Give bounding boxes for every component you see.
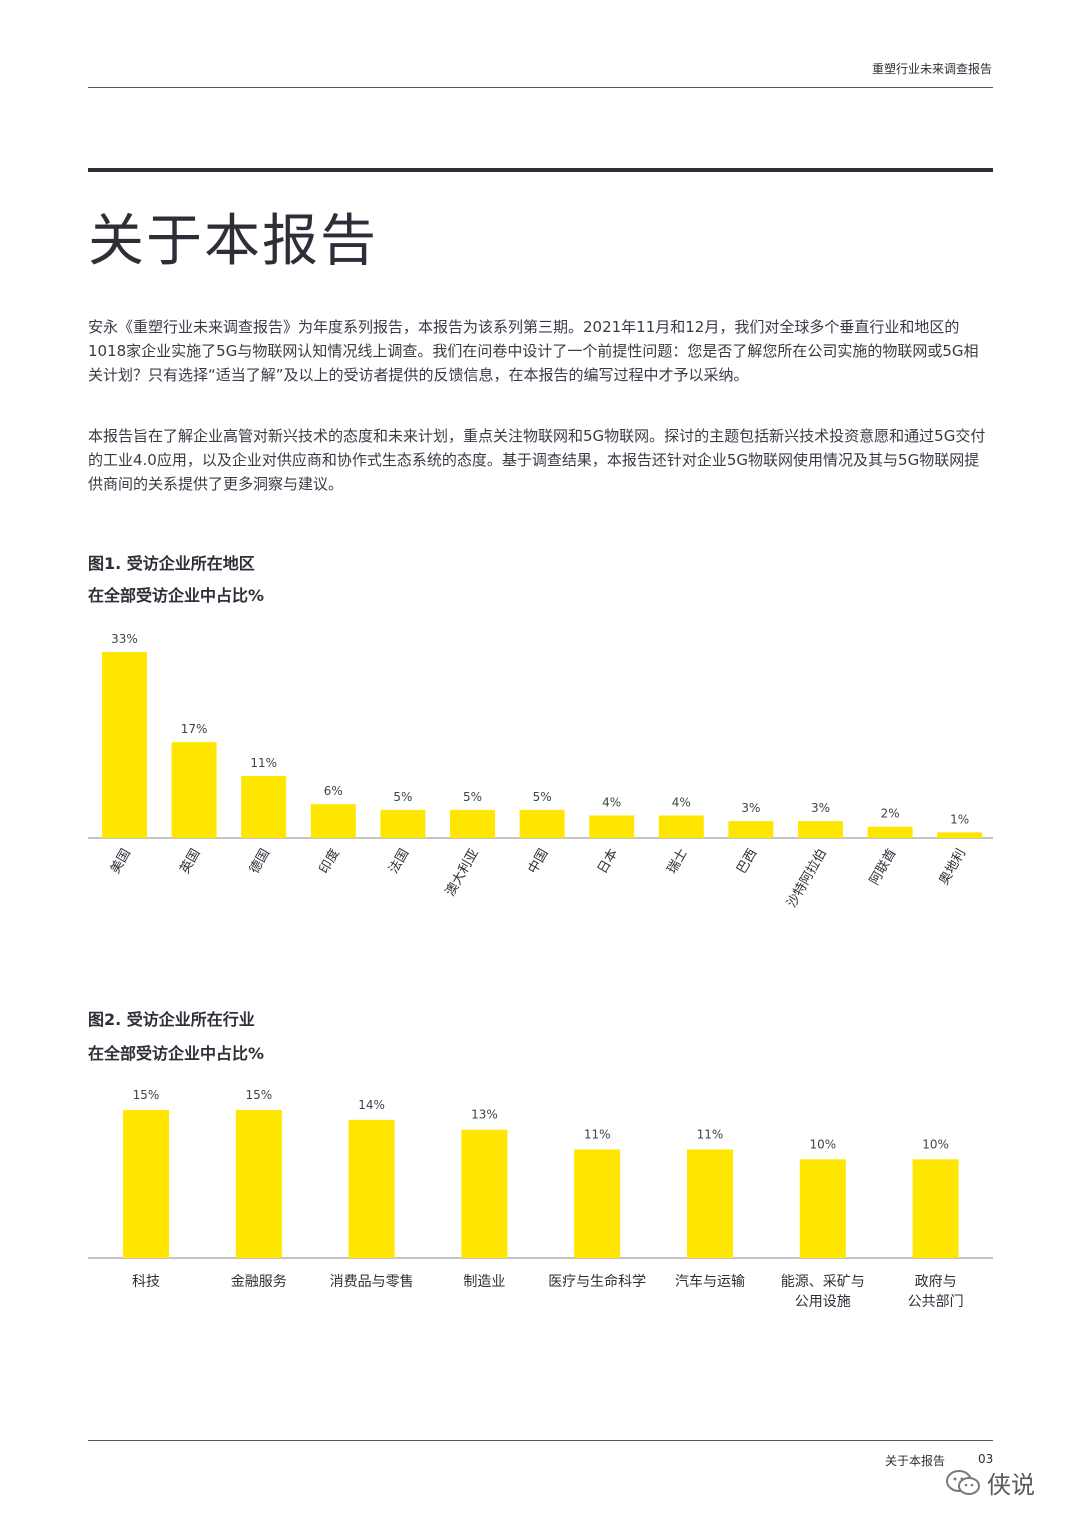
chart2-bar [799, 1159, 846, 1258]
chart1-value-label: 1% [950, 812, 969, 826]
chart1-bar [728, 821, 774, 838]
chart1-category-label: 阿联酋 [866, 846, 899, 888]
chart1-bar [519, 809, 565, 838]
chart2-bar [461, 1129, 508, 1258]
chart1-bar [589, 815, 635, 838]
chart1-category-label: 中国 [526, 847, 552, 877]
footer-label: 关于本报告 [885, 1454, 946, 1468]
chart1-category-label: 印度 [316, 846, 343, 877]
chart2-value-label: 11% [584, 1127, 611, 1141]
chart2-category-label: 汽车与运输 [675, 1273, 745, 1290]
chart1-value-label: 2% [881, 807, 900, 821]
watermark: 侠说 [945, 1465, 1035, 1500]
chart1-value-label: 11% [250, 756, 277, 770]
chart1-category-label: 澳大利亚 [442, 846, 482, 899]
figure-2-subtitle: 在全部受访企业中占比% [88, 1044, 265, 1063]
chart1-bar [241, 776, 287, 838]
chart1-bar [867, 826, 913, 838]
chart2-category-label: 能源、采矿与公用设施 [781, 1274, 865, 1310]
chart2-category-label: 医疗与生命科学 [548, 1273, 646, 1290]
chart2-bar [912, 1159, 959, 1258]
chart2-value-label: 15% [245, 1088, 272, 1102]
figure-1-subtitle: 在全部受访企业中占比% [88, 586, 265, 605]
page-title: 关于本报告 [88, 209, 378, 274]
chart1-value-label: 4% [602, 795, 621, 809]
watermark-text: 侠说 [987, 1471, 1035, 1499]
chart2-bar [574, 1149, 621, 1258]
chart2-category-label: 制造业 [463, 1274, 505, 1290]
chart1-category-label: 沙特阿拉伯 [784, 847, 829, 911]
chart1-value-label: 3% [741, 801, 760, 815]
intro-paragraph-2: 本报告旨在了解企业高管对新兴技术的态度和未来计划，重点关注物联网和5G物联网。探… [88, 427, 986, 493]
chart2-value-label: 10% [809, 1137, 836, 1151]
chart1-value-label: 33% [111, 632, 138, 646]
chart2-category-label: 科技 [132, 1274, 160, 1290]
chart2-value-label: 14% [358, 1098, 385, 1112]
chart2-category-label: 政府与公共部门 [908, 1274, 964, 1310]
intro-paragraph-1: 安永《重塑行业未来调查报告》为年度系列报告，本报告为该系列第三期。2021年11… [88, 318, 979, 384]
chart1-value-label: 4% [672, 795, 691, 809]
header-rule [88, 87, 993, 88]
chart1-category-label: 奥地利 [937, 847, 969, 888]
chart1-value-label: 6% [324, 784, 343, 798]
chart1-category-label: 日本 [595, 847, 621, 877]
region-bar-chart: 33% 美国 17% 英国 11% 德国 6% 印度 5% 法国 5% 澳大利亚 5% 中国 4% 日本 4% 瑞… [88, 632, 993, 911]
figure-2-title: 图2. 受访企业所在行业 [88, 1010, 255, 1029]
chart1-bar [310, 804, 356, 838]
chart2-bar [235, 1110, 282, 1258]
chart1-bar [798, 821, 843, 838]
chart2-category-label: 消费品与零售 [330, 1274, 414, 1290]
chart2-category-label: 金融服务 [231, 1274, 287, 1290]
chart1-bar [102, 652, 147, 838]
chart2-bar [123, 1110, 169, 1258]
chart2-bar [687, 1149, 733, 1258]
industry-bar-chart: 15% 科技 15% 金融服务 14% 消费品与零售 13% 制造业 11% 医疗与生命科学 11%… [88, 1088, 993, 1310]
figure-1-title: 图1. 受访企业所在地区 [88, 554, 255, 573]
chart1-value-label: 5% [463, 790, 482, 804]
chart1-category-label: 英国 [178, 847, 204, 877]
chart1-category-label: 巴西 [734, 847, 760, 877]
chart1-category-label: 德国 [247, 847, 273, 877]
chart2-value-label: 11% [697, 1127, 724, 1141]
chart1-value-label: 17% [181, 722, 208, 736]
chart1-bar [937, 832, 983, 838]
footer-rule [88, 1440, 993, 1441]
chart1-bar [450, 809, 495, 838]
chart1-value-label: 3% [811, 801, 830, 815]
header-title: 重塑行业未来调查报告 [871, 62, 992, 76]
chart1-value-label: 5% [393, 790, 412, 804]
chart1-category-label: 瑞士 [665, 847, 691, 877]
chart1-bar [380, 809, 426, 838]
chart1-value-label: 5% [533, 790, 552, 804]
chart2-value-label: 13% [471, 1108, 498, 1122]
chart1-category-label: 美国 [108, 847, 134, 877]
title-rule [88, 168, 993, 172]
chart1-bar [658, 815, 704, 838]
wechat-icon [946, 1469, 980, 1495]
chart1-bar [171, 742, 217, 838]
chart2-value-label: 10% [922, 1137, 949, 1151]
chart2-value-label: 15% [133, 1088, 160, 1102]
chart2-bar [348, 1119, 395, 1258]
chart1-category-label: 法国 [386, 847, 412, 877]
page-number: 03 [978, 1452, 994, 1466]
